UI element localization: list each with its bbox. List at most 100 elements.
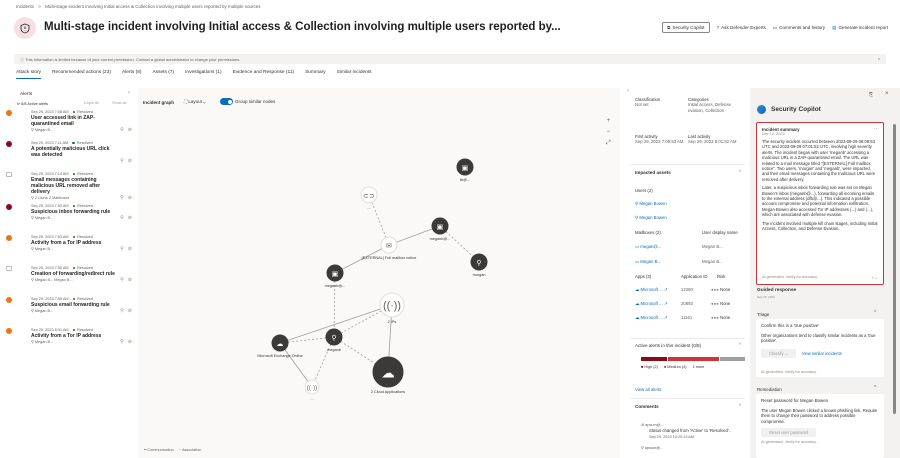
app-link[interactable]: ☁ Microsoft ... ↗ [635,315,668,320]
show-all-button[interactable]: Show all [112,101,127,105]
alert-item[interactable]: Sep 29, 2023 7:55 AM Resolved Creation of… [4,266,132,283]
view-similar-link[interactable]: View similar incidents [801,350,842,356]
alert-title: Activity from a Tor IP address [31,240,102,246]
pin-icon[interactable]: ⚲ [120,195,124,201]
group-similar-toggle[interactable] [220,98,233,105]
comments-heading: Comments [635,404,659,409]
alert-item[interactable]: Sep 29, 2023 7:08 AM Resolved User access… [4,110,132,133]
collapse-panel-icon[interactable]: ‹ [128,90,130,96]
close-icon[interactable]: × [885,91,889,97]
collapse-remediation-icon[interactable]: ^ [874,385,877,391]
graph-node-cloud[interactable]: ☁ Microsoft Exchange Online [257,334,303,358]
generate-report-button[interactable]: ▤ Generate incident report [832,24,888,31]
graph-node-mailbox[interactable]: ▣ meganb@... [325,264,346,288]
breadcrumb-separator: > [38,4,41,9]
zoom-in-icon[interactable]: + [606,118,611,124]
alert-item[interactable]: Sep 29, 2023 8:01 AM Resolved Activity fr… [4,328,132,345]
app-risk: ●●● None [711,301,731,306]
app-link[interactable]: ☁ Microsoft ... ↗ [635,301,668,306]
summary-paragraph: The incident involved multiple kill chai… [762,220,878,232]
alert-item[interactable]: Sep 29, 2023 7:55 AM Resolved Suspicious … [4,297,132,314]
graph-node-email[interactable]: ✉ [EXTERNAL] Full mailbox notice [362,236,417,260]
graph-node-link[interactable]: ⊂⊃... [360,186,378,210]
tab-attack-story[interactable]: Attack story [16,70,42,79]
graph-node-cloud[interactable]: ☁ 2 Cloud Applications [371,356,406,394]
breadcrumb-incidents[interactable]: Incidents [16,4,35,9]
tab-summary[interactable]: Summary [305,70,326,75]
tab-similar-incidents[interactable]: Similar incidents [336,70,372,75]
unpin-all-button[interactable]: Unpin all [84,101,99,105]
unpin-icon[interactable]: ⊘ [127,215,132,221]
graph-node-user[interactable]: ⚲ morgan [470,253,488,277]
comments-history-button[interactable]: ▭ Comments and history [772,24,826,31]
user-link[interactable]: ⚲ Megan Bowen [635,201,667,206]
tab-alerts[interactable]: Alerts (8) [122,70,142,75]
mailbox-link[interactable]: ▭ Megan B... [635,259,662,264]
more-options-icon[interactable]: ··· [874,126,879,132]
graph-node-ip[interactable]: ((·)) 2 IPs [379,292,405,324]
incident-graph[interactable]: Incident graph ⛶ Layout ⌄ Group similar … [138,88,620,458]
active-alerts-heading: Active alerts in this incident (0/8) [635,343,702,348]
user-glyph: ⚲ [331,333,336,342]
expand-panel-icon[interactable]: › [627,88,629,94]
pin-icon[interactable]: ⚲ [120,158,124,164]
unpin-icon[interactable]: ⊘ [127,308,132,314]
ip-glyph: ((·)) [383,300,401,312]
header-actions: ⧉ Security Copilot ? Ask Defender Experts … [662,22,888,33]
unpin-icon[interactable]: ⊘ [127,339,132,345]
mailbox-link[interactable]: ▭ megan@... [635,244,662,249]
zoom-out-icon[interactable]: − [606,129,611,135]
unpin-icon[interactable]: ⊘ [127,158,132,164]
security-copilot-button[interactable]: ⧉ Security Copilot [662,22,710,33]
pin-icon[interactable]: ⚲ [120,339,124,345]
alert-item[interactable]: Sep 29, 2023 7:53 AM Resolved Suspicious … [4,204,132,221]
mailboxes-label: Mailboxes (2) [635,230,661,235]
mailbox-icon [431,217,449,235]
unpin-icon[interactable]: ⊘ [127,195,132,201]
tab-recommended-actions[interactable]: Recommended actions (23) [52,70,111,75]
collapse-comments-icon[interactable]: ^ [739,403,742,408]
unpin-icon[interactable]: ⊘ [127,127,132,133]
graph-node-ip[interactable]: ((·))... [304,379,320,401]
communication-edge [334,244,390,274]
ask-experts-button[interactable]: ? Ask Defender Experts [716,25,766,30]
tab-evidence-and-response[interactable]: Evidence and Response (11) [232,70,295,75]
alert-meta: Sep 29, 2023 7:53 AM Resolved [31,235,93,239]
pin-icon[interactable]: ⚲ [120,246,124,252]
severity-dot-icon [6,141,12,147]
collapse-triage-icon[interactable]: ^ [874,310,877,316]
severity-dot-icon [6,328,12,334]
app-link[interactable]: ☁ Microsoft ... ↗ [635,287,668,292]
user-icon [325,328,343,346]
graph-node-user[interactable]: ⚲ meganb [325,328,343,352]
alert-item[interactable]: Sep 29, 2023 7:11 AM Resolved A potential… [4,141,132,164]
severity-dot-icon [6,110,12,116]
collapse-alerts-icon[interactable]: ^ [739,342,742,347]
reset-password-button[interactable]: Reset user password [761,428,817,438]
last-activity-label: Last activity [688,134,711,139]
pin-icon[interactable]: ⚲ [120,308,124,314]
graph-node-mailbox[interactable]: ▣ meganb@... [430,217,451,241]
user-link[interactable]: ⚲ Megan Bowen [635,215,667,220]
view-all-alerts-link[interactable]: View all alerts [635,387,662,392]
unpin-icon[interactable]: ⊘ [127,246,132,252]
pin-icon[interactable]: ⚲ [120,277,124,283]
scrollbar[interactable] [893,124,896,414]
close-info-icon[interactable]: × [877,56,880,61]
tab-assets[interactable]: Assets (7) [152,70,175,75]
classify-button[interactable]: Classify ⌄ [761,348,797,358]
pin-icon[interactable]: ⚲ [120,127,124,133]
copilot-export-icon[interactable]: ⎘ [869,92,874,98]
tab-investigations[interactable]: Investigations (1) [185,70,222,75]
alert-item[interactable]: Sep 29, 2023 7:14 AM Resolved Email messa… [4,172,132,201]
alert-item[interactable]: Sep 29, 2023 7:53 AM Resolved Activity fr… [4,235,132,252]
reset-view-icon[interactable]: ⤢ [606,140,611,146]
feedback-icon[interactable]: ☺⌄ [870,276,878,280]
user-glyph: ⚲ [476,258,481,267]
pin-icon[interactable]: ⚲ [120,215,124,221]
layout-dropdown[interactable]: ⛶ Layout ⌄ [184,99,206,104]
collapse-impacted-icon[interactable]: ^ [739,169,742,174]
alert-meta: Sep 29, 2023 8:01 AM Resolved [31,328,93,332]
graph-node-mailbox[interactable]: ▣ fb@... [456,158,474,182]
unpin-icon[interactable]: ⊘ [127,277,132,283]
